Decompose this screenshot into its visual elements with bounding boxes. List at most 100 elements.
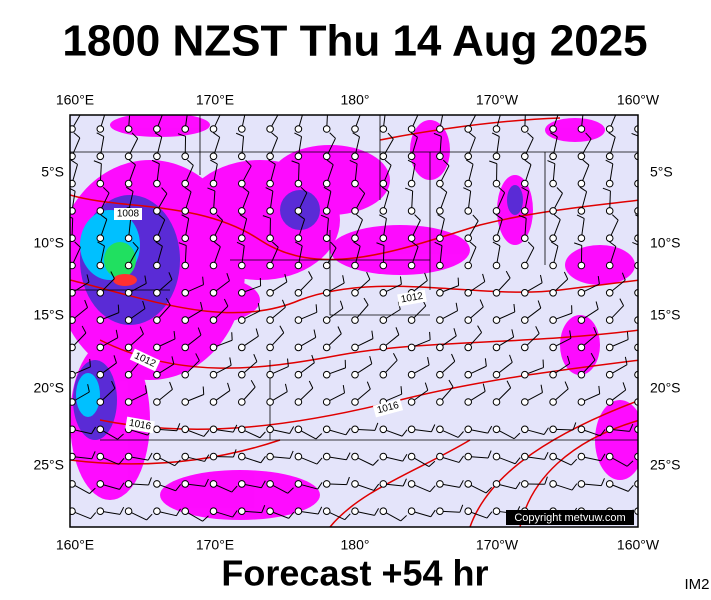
wind-feather: [171, 356, 175, 365]
wind-shaft: [215, 390, 231, 401]
wind-shaft: [74, 391, 90, 401]
wind-shaft: [442, 483, 460, 488]
wind-barb: [489, 160, 501, 188]
wind-barb: [605, 356, 628, 379]
wind-shaft: [159, 429, 177, 432]
wind-barb: [235, 132, 246, 161]
wind-feather: [236, 241, 245, 247]
wind-station: [464, 452, 473, 461]
wind-feather: [268, 159, 276, 165]
wind-barb: [322, 384, 346, 406]
wind-shaft: [298, 219, 306, 236]
wind-station: [70, 316, 76, 324]
wind-barb: [605, 132, 616, 161]
wind-station: [124, 234, 133, 242]
wind-shaft: [524, 115, 526, 127]
wind-feather: [337, 326, 342, 334]
wind-feather: [455, 302, 459, 311]
wind-feather: [349, 159, 358, 165]
wind-feather: [213, 241, 221, 248]
wind-shaft: [385, 309, 401, 319]
wind-feather: [297, 214, 305, 220]
wind-station: [464, 480, 473, 488]
wind-barb: [577, 425, 606, 437]
longitude-label: 160°E: [56, 537, 94, 553]
wind-feather: [131, 132, 139, 139]
wind-barb: [404, 187, 416, 215]
wind-feather: [132, 241, 139, 249]
wind-feather: [451, 353, 456, 362]
wind-barb: [634, 452, 638, 461]
wind-station: [96, 125, 105, 133]
wind-barb: [634, 354, 652, 379]
wind-shaft: [527, 392, 543, 402]
wind-shaft: [326, 218, 329, 236]
wind-feather: [288, 511, 295, 519]
wind-shaft: [553, 245, 559, 263]
wind-station: [521, 398, 529, 406]
wind-shaft: [72, 137, 81, 154]
wind-barb: [634, 214, 638, 242]
wind-feather: [366, 271, 371, 280]
wind-shaft: [357, 484, 375, 491]
wind-shaft: [498, 336, 514, 347]
wind-feather: [472, 214, 479, 222]
wind-station: [634, 179, 638, 188]
wind-feather: [544, 451, 549, 460]
wind-station: [436, 507, 444, 516]
wind-barb: [209, 480, 238, 493]
wind-feather: [84, 299, 89, 308]
wind-station: [70, 207, 76, 215]
wind-feather: [178, 242, 187, 246]
wind-barb: [521, 359, 544, 379]
wind-feather: [158, 105, 164, 110]
wind-feather: [621, 272, 626, 281]
wind-barb: [153, 507, 181, 517]
wind-station: [577, 425, 586, 434]
isobar-label: 1008: [114, 208, 142, 220]
wind-barb: [96, 480, 125, 490]
wind-shaft: [413, 280, 428, 292]
wind-shaft: [329, 456, 347, 461]
wind-station: [436, 398, 444, 406]
wind-barb: [407, 507, 436, 518]
wind-shaft: [214, 246, 221, 263]
wind-station: [124, 125, 133, 133]
wind-station: [294, 343, 303, 352]
wind-barb: [153, 452, 181, 467]
wind-feather: [599, 429, 606, 437]
wind-feather: [465, 159, 474, 165]
wind-feather: [570, 458, 578, 466]
wind-barb: [492, 480, 521, 490]
wind-shaft: [496, 136, 500, 154]
wind-feather: [379, 214, 387, 219]
wind-station: [407, 234, 416, 242]
latitude-label: 20°S: [33, 380, 64, 396]
wind-shaft: [328, 307, 344, 319]
wind-feather: [463, 187, 471, 192]
wind-barb: [238, 354, 258, 379]
wind-feather: [374, 508, 379, 516]
wind-shaft: [72, 247, 81, 263]
wind-station: [96, 480, 105, 488]
wind-shaft: [187, 334, 202, 346]
wind-station: [266, 370, 274, 379]
wind-barb: [181, 276, 204, 297]
wind-shaft: [499, 311, 515, 320]
wind-barb: [351, 330, 374, 352]
wind-station: [96, 152, 105, 161]
wind-shaft: [301, 484, 318, 490]
wind-barb: [464, 115, 477, 133]
wind-shaft: [612, 484, 629, 492]
wind-station: [407, 425, 416, 434]
wind-shaft: [553, 115, 559, 127]
wind-feather: [372, 459, 379, 466]
wind-shaft: [355, 246, 361, 263]
wind-barb: [181, 327, 202, 352]
wind-shaft: [71, 191, 76, 209]
wind-shaft: [413, 364, 430, 374]
wind-feather: [649, 354, 652, 361]
wind-shaft: [442, 456, 460, 463]
wind-barb: [379, 425, 408, 437]
wind-barb: [492, 186, 506, 215]
